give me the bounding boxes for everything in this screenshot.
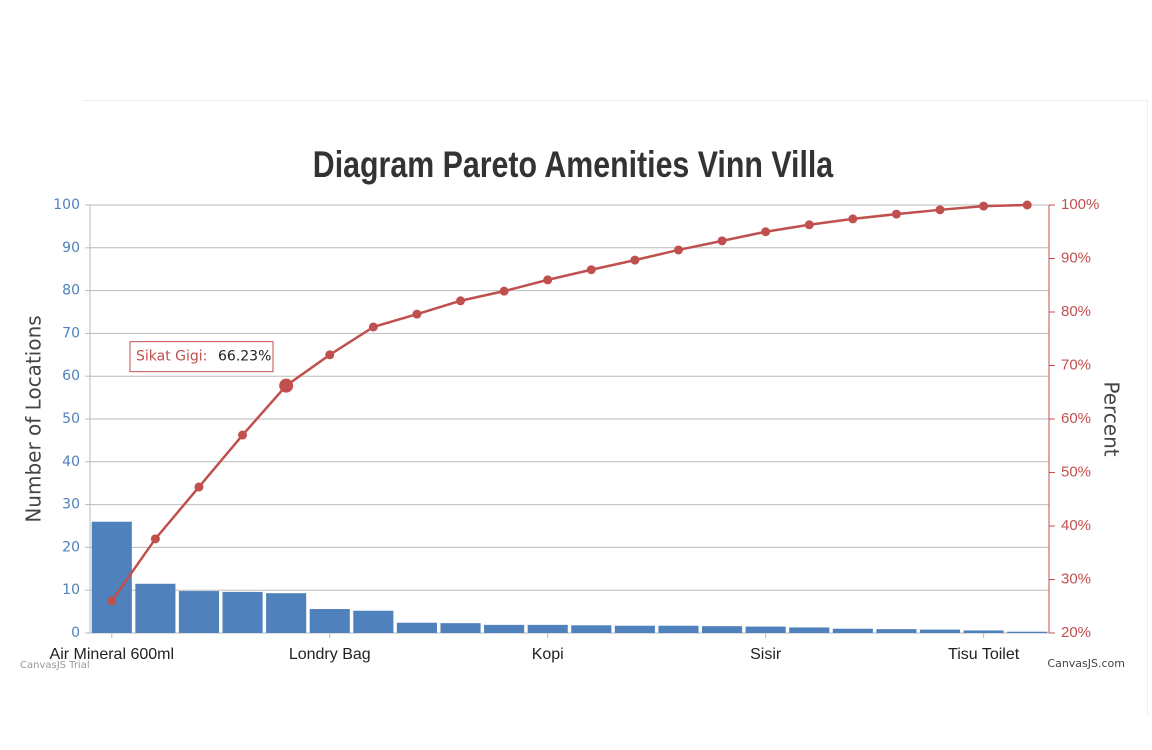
line-point [279, 378, 294, 393]
y2-tick-label: 20% [1061, 624, 1091, 641]
line-point [761, 227, 771, 237]
y2-tick-label: 100% [1061, 196, 1099, 213]
line-point [456, 296, 466, 306]
tooltip-box [129, 341, 274, 373]
bar [309, 609, 350, 633]
y2-tick-label: 80% [1061, 303, 1091, 320]
bar [963, 630, 1004, 633]
bar [135, 583, 176, 633]
line-point [804, 220, 814, 230]
tooltip: Sikat Gigi: 66.23% [129, 341, 274, 373]
line-point [891, 209, 901, 219]
line-point [412, 309, 422, 319]
bar [266, 593, 307, 633]
bar [440, 623, 481, 633]
bar [919, 629, 961, 633]
line [110, 203, 1028, 602]
bar [484, 624, 525, 633]
line-point [543, 275, 553, 285]
y-axis-title: Number of Locations [22, 315, 46, 522]
y-tick-label: 10 [62, 582, 80, 598]
bar [178, 591, 220, 633]
y2-axis-title: Percent [1100, 381, 1124, 456]
y2-tick-label: 30% [1061, 570, 1091, 587]
bar [789, 627, 830, 633]
bar [396, 622, 437, 633]
y2-tick-label: 40% [1061, 517, 1091, 534]
y-tick-label: 60 [62, 368, 80, 384]
y2-tick-label: 90% [1061, 249, 1091, 266]
y-tick-label: 80 [62, 283, 80, 299]
y2-tick-label: 50% [1061, 463, 1091, 480]
tooltip-label: Sikat Gigi: [136, 349, 207, 365]
y-tick-label: 100 [53, 197, 80, 213]
chart-title: Diagram Pareto Amenities Vinn Villa [313, 144, 834, 186]
y-tick-label: 30 [62, 497, 80, 513]
line-point [194, 482, 204, 492]
tooltip-value: 66.23% [218, 349, 271, 365]
bar [702, 626, 743, 633]
line-point [325, 350, 335, 360]
line-point [499, 286, 509, 296]
bar [832, 628, 873, 633]
y-tick-label: 40 [62, 454, 80, 470]
line-point [673, 245, 683, 255]
line-point [630, 255, 640, 265]
y-tick-label: 50 [62, 411, 80, 427]
line-point [848, 214, 858, 224]
y-tick-label: 70 [62, 325, 80, 341]
credit: CanvasJS Trial [20, 660, 90, 671]
y-tick-label: 0 [71, 625, 80, 641]
x-tick-label: Kopi [532, 646, 564, 663]
chart-frame [83, 100, 1148, 716]
line-point [107, 596, 117, 606]
line-point [979, 201, 989, 211]
bar [527, 624, 568, 633]
credit: CanvasJS.com [1047, 657, 1125, 670]
bar [1007, 631, 1048, 633]
line-point [935, 205, 945, 215]
bar [876, 629, 917, 633]
bar [353, 610, 394, 633]
line-point [717, 236, 727, 246]
bar [91, 521, 132, 633]
bar [658, 625, 699, 633]
y2-tick-label: 70% [1061, 356, 1091, 373]
line-point [1022, 200, 1032, 210]
y-tick-label: 20 [62, 539, 80, 555]
x-tick-label: Tisu Toilet [948, 646, 1020, 663]
bar [614, 625, 655, 633]
y2-tick-label: 60% [1061, 410, 1091, 427]
bar [571, 625, 612, 633]
line-point [238, 430, 248, 440]
line-point [368, 322, 378, 332]
bar [222, 591, 263, 633]
bar [745, 626, 786, 633]
line-point [586, 265, 596, 275]
x-tick-label: Air Mineral 600ml [50, 646, 174, 663]
x-tick-label: Londry Bag [289, 646, 371, 663]
x-tick-label: Sisir [750, 646, 782, 663]
line-point [150, 534, 160, 544]
y-tick-label: 90 [62, 240, 80, 256]
